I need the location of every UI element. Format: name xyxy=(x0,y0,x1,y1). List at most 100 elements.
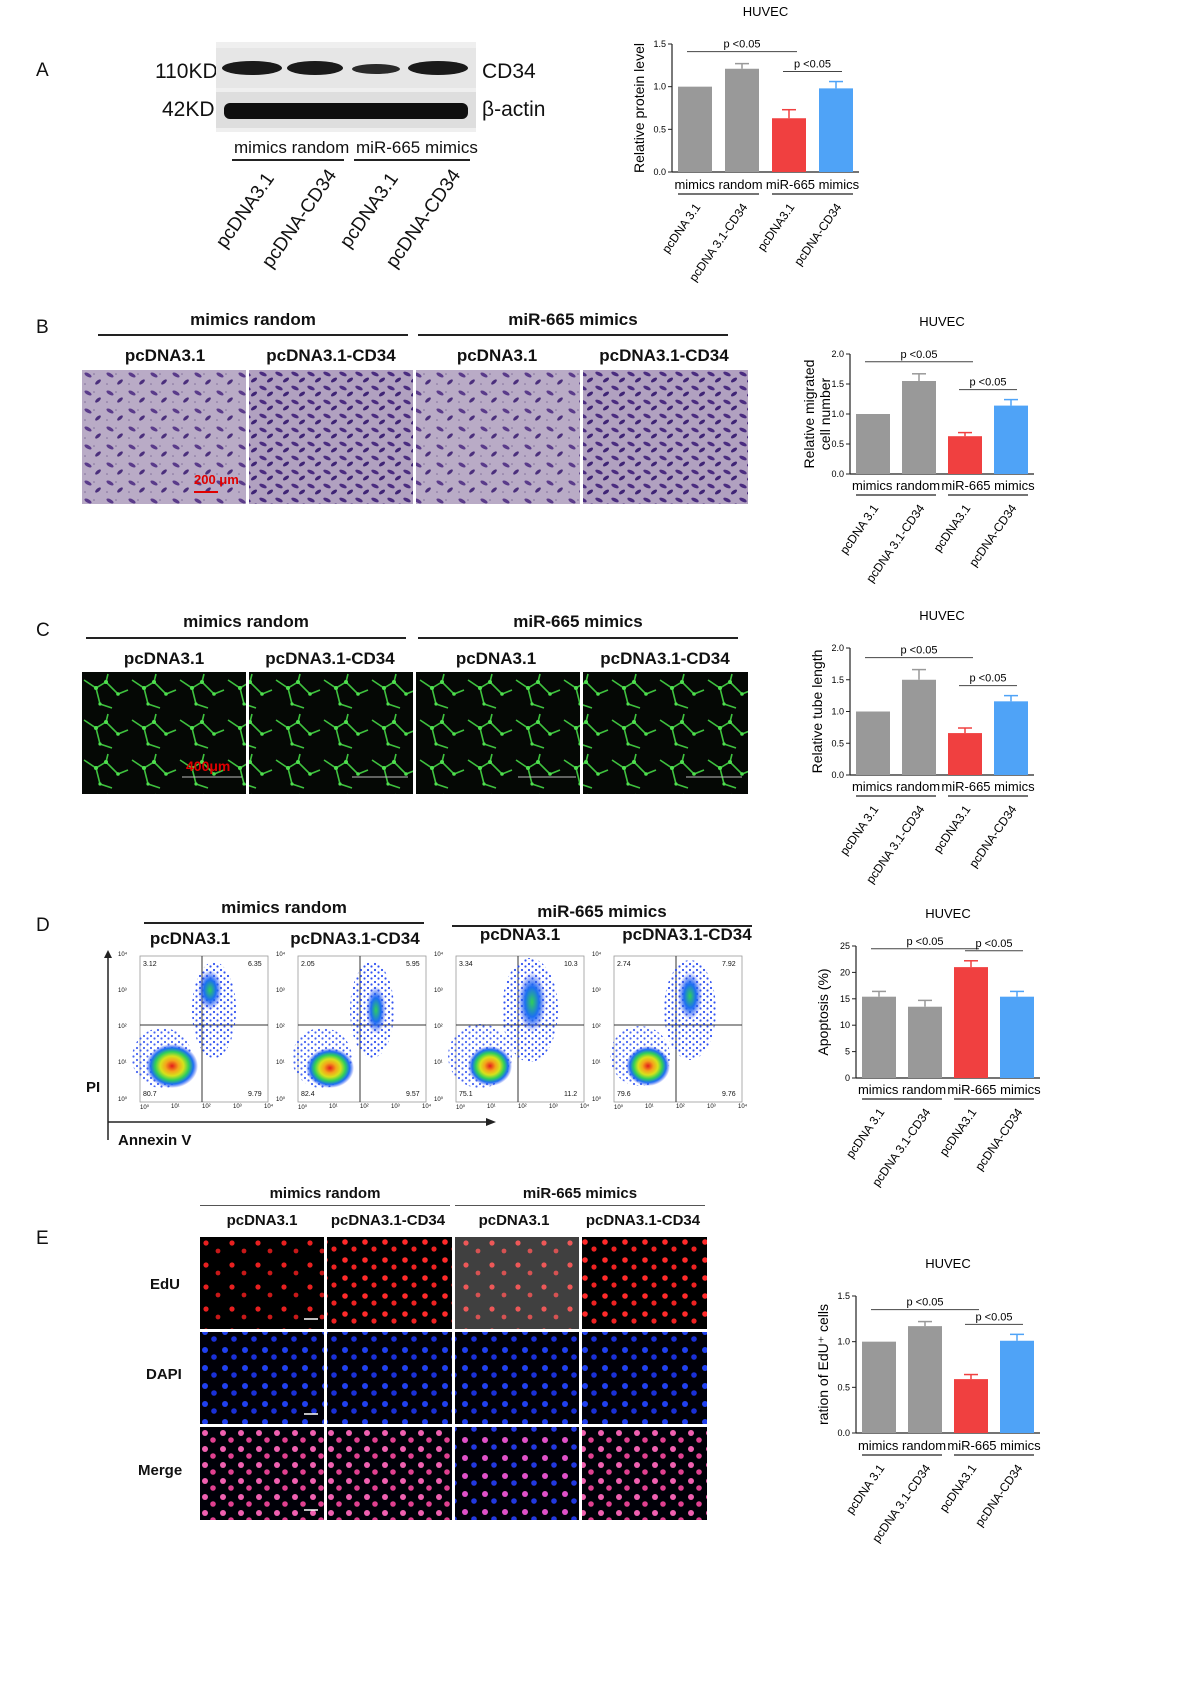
bar xyxy=(678,86,712,172)
flow-plot-4 xyxy=(610,955,743,1103)
x-tick-label: pcDNA3.1 xyxy=(931,802,974,855)
y-tick-label: 5 xyxy=(845,1047,850,1057)
flow-x-tick: 10³ xyxy=(707,1104,716,1110)
condition-label: pcDNA3.1-CD34 xyxy=(599,346,729,365)
x-tick-label: pcDNA 3.1 xyxy=(837,802,882,857)
y-axis-label: Relative migrated xyxy=(801,360,817,469)
y-axis-label: Apoptosis (%) xyxy=(815,968,831,1055)
condition-label: pcDNA3.1-CD34 xyxy=(290,929,420,948)
x-tick-label: pcDNA-CD34 xyxy=(966,802,1019,870)
group-rule xyxy=(418,334,728,336)
y-tick-label: 0.5 xyxy=(837,1382,850,1392)
condition-label: pcDNA3.1 xyxy=(149,929,231,948)
group-rule xyxy=(86,637,406,639)
y-tick-label: 0.0 xyxy=(653,167,666,177)
flow-plot-2 xyxy=(292,955,427,1103)
condition-label: pcDNA3.1-CD34 xyxy=(622,925,752,944)
condition-label: pcDNA3.1 xyxy=(456,346,538,365)
bar xyxy=(1000,1340,1034,1433)
group-title-mimics-random: mimics random xyxy=(183,612,309,631)
flow-x-tick: 10⁰ xyxy=(456,1105,466,1111)
wb-lane-label: pcDNA3.1 xyxy=(336,169,403,253)
flow-y-tick: 10¹ xyxy=(276,1060,285,1066)
flow-x-tick: 10² xyxy=(202,1104,211,1110)
quadrant-value: 80.7 xyxy=(143,1091,157,1098)
x-tick-label: pcDNA 3.1 xyxy=(837,501,882,556)
wb-lane-label: pcDNA3.1 xyxy=(212,169,279,253)
x-tick-label: pcDNA3.1 xyxy=(755,200,798,253)
condition-label: pcDNA3.1-CD34 xyxy=(266,346,396,365)
western-blot-image xyxy=(216,42,476,132)
bar xyxy=(908,1326,942,1433)
bar-chart-b: HUVEC 0.0 0.5 1.0 1.5 2.0 Relative migrated cel… xyxy=(801,314,1035,585)
quadrant-value: 9.79 xyxy=(248,1091,262,1098)
bar xyxy=(908,1006,942,1078)
group-label: miR-665 mimics xyxy=(947,1082,1041,1097)
quadrant-value: 82.4 xyxy=(301,1091,315,1098)
flow-y-tick: 10³ xyxy=(434,988,443,994)
condition-label: pcDNA3.1 xyxy=(226,1212,298,1229)
group-rule xyxy=(452,925,752,927)
quadrant-value: 2.05 xyxy=(301,961,315,968)
y-tick-label: 20 xyxy=(840,967,850,977)
wb-group-line-1 xyxy=(232,159,344,161)
p-value-label: p <0.05 xyxy=(900,349,937,361)
bar xyxy=(725,68,759,172)
quadrant-value: 3.12 xyxy=(143,961,157,968)
p-value-label: p <0.05 xyxy=(975,1311,1012,1323)
p-value-label: p <0.05 xyxy=(969,377,1006,389)
y-tick-label: 1.0 xyxy=(831,409,844,419)
x-tick-label: pcDNA-CD34 xyxy=(791,200,844,268)
x-tick-label: pcDNA-CD34 xyxy=(972,1461,1025,1529)
marker-110kd: 110KD xyxy=(155,60,218,83)
group-rule xyxy=(144,922,424,924)
flow-x-tick: 10² xyxy=(676,1104,685,1110)
x-tick-label: pcDNA3.1 xyxy=(937,1461,980,1514)
y-tick-label: 1.0 xyxy=(837,1337,850,1347)
x-tick-label: pcDNA 3.1 xyxy=(659,200,704,255)
flow-x-tick: 10⁴ xyxy=(422,1104,432,1110)
flow-y-tick: 10⁰ xyxy=(434,1097,444,1103)
bar xyxy=(902,679,936,775)
flow-y-tick: 10³ xyxy=(276,988,285,994)
group-label: miR-665 mimics xyxy=(947,1438,1041,1453)
p-value-label: p <0.05 xyxy=(975,938,1012,950)
chart-title: HUVEC xyxy=(925,906,971,921)
bar-chart-c: HUVEC 0.0 0.5 1.0 1.5 2.0 Relative tube length… xyxy=(809,608,1035,886)
group-label: mimics random xyxy=(858,1438,946,1453)
protein-cd34: CD34 xyxy=(482,60,536,83)
quadrant-value: 5.95 xyxy=(406,961,420,968)
flow-x-tick: 10¹ xyxy=(645,1104,654,1110)
bar-chart-e: HUVEC 0.0 0.5 1.0 1.5 ration of EdU⁺ cells p <… xyxy=(815,1256,1041,1545)
quadrant-value: 3.34 xyxy=(459,961,473,968)
marker-42kd: 42KD xyxy=(162,98,215,121)
x-tick-label: pcDNA-CD34 xyxy=(972,1105,1025,1173)
y-tick-label: 0.0 xyxy=(837,1428,850,1438)
flow-plot-3 xyxy=(448,955,585,1103)
y-tick-label: 1.5 xyxy=(837,1291,850,1301)
group-title-mir665: miR-665 mimics xyxy=(522,1185,638,1202)
group-title-mimics-random: mimics random xyxy=(221,898,347,917)
condition-label: pcDNA3.1-CD34 xyxy=(330,1212,446,1229)
flow-x-tick: 10⁴ xyxy=(580,1104,590,1110)
group-label: mimics random xyxy=(852,478,940,493)
group-label: miR-665 mimics xyxy=(941,478,1035,493)
flow-y-tick: 10⁴ xyxy=(118,952,128,958)
flow-y-tick: 10⁰ xyxy=(276,1097,286,1103)
bar xyxy=(819,88,853,172)
flow-y-tick: 10³ xyxy=(592,988,601,994)
flow-x-tick: 10² xyxy=(360,1104,369,1110)
condition-label: pcDNA3.1 xyxy=(455,649,537,668)
scale-bar-label: 400μm xyxy=(186,758,231,774)
quadrant-value: 79.6 xyxy=(617,1091,631,1098)
group-title-mir665: miR-665 mimics xyxy=(513,612,643,631)
flow-x-tick: 10⁰ xyxy=(298,1105,308,1111)
flow-y-tick: 10⁰ xyxy=(592,1097,602,1103)
y-tick-label: 0 xyxy=(845,1073,850,1083)
x-tick-label: pcDNA 3.1 xyxy=(843,1105,888,1160)
panel-letter-d: D xyxy=(36,915,50,936)
y-tick-label: 10 xyxy=(840,1020,850,1030)
group-rule xyxy=(98,334,408,336)
bar xyxy=(954,1379,988,1433)
flow-x-tick: 10³ xyxy=(549,1104,558,1110)
